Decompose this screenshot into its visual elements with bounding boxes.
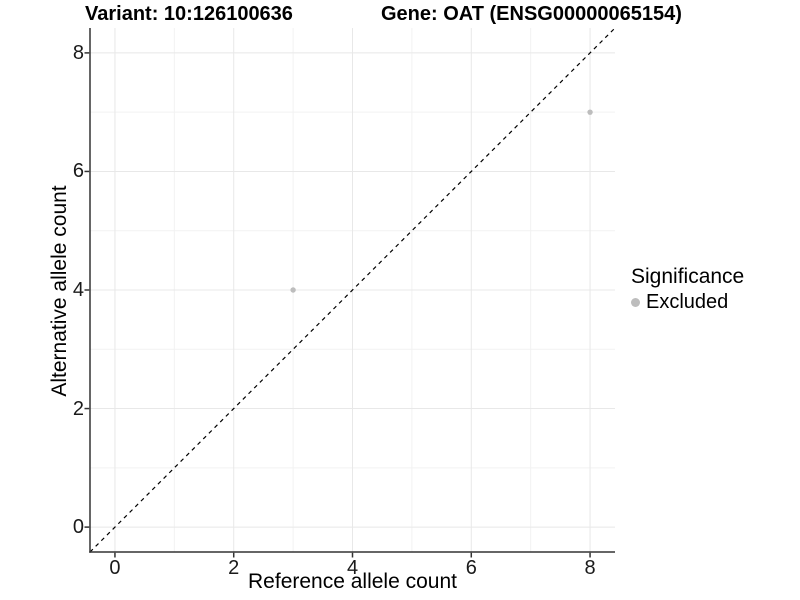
x-tick-label: 6 <box>465 557 477 579</box>
plot-title-variant: Variant: 10:126100636 <box>85 3 293 25</box>
y-axis-title: Alternative allele count <box>48 185 71 397</box>
x-axis-title: Reference allele count <box>248 570 457 593</box>
legend-title: Significance <box>631 265 745 288</box>
x-tick-label: 4 <box>346 557 359 579</box>
y-tick-label: 6 <box>72 160 84 183</box>
legend: Significance Excluded <box>631 265 744 313</box>
y-tick-label: 8 <box>72 41 84 64</box>
y-tick-label: 4 <box>72 279 84 301</box>
legend-item-label: Excluded <box>646 291 729 313</box>
legend-item-excluded: Excluded <box>631 291 744 313</box>
data-point-excluded <box>587 109 593 115</box>
excluded-point-icon <box>631 297 640 307</box>
y-tick-label: 2 <box>72 397 84 420</box>
y-tick-label: 0 <box>72 516 84 539</box>
identity-dashed-line <box>89 27 616 553</box>
x-tick-label: 0 <box>109 557 121 579</box>
x-tick-label: 2 <box>228 557 240 579</box>
data-point-excluded <box>290 287 296 293</box>
x-tick-label: 8 <box>584 557 596 579</box>
plot-title-gene: Gene: OAT (ENSG00000065154) <box>381 3 682 25</box>
